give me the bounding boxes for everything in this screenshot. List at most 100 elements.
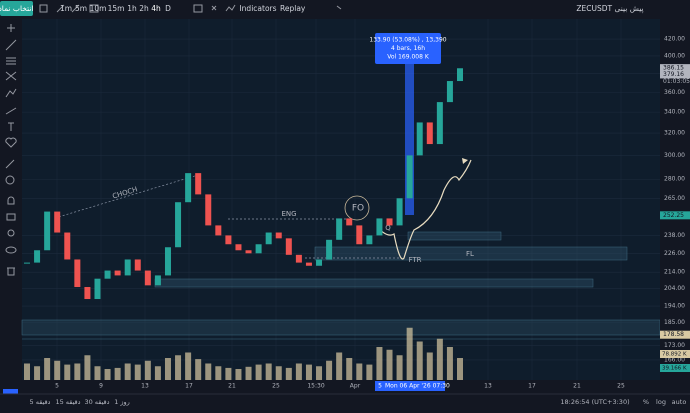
x-tick-label: 17 — [185, 383, 193, 390]
volume-bar — [84, 355, 91, 380]
price-tag-label: 252.25 — [663, 212, 684, 219]
x-tick-label: 17 — [528, 383, 536, 390]
volume-tag — [660, 364, 690, 372]
y-tick-label: 173.00 — [664, 342, 685, 349]
replay[interactable]: Replay — [280, 4, 306, 13]
tool-icon[interactable] — [6, 213, 16, 221]
log[interactable]: log — [656, 398, 666, 406]
y-tick-label: 166.00 — [664, 356, 685, 363]
volume-bar — [426, 352, 433, 380]
measure-bars: 4 bars, 16h — [391, 45, 425, 52]
tool-icon[interactable] — [7, 196, 15, 205]
price-tag-label: 379.16 — [663, 71, 684, 78]
tool-icon[interactable] — [7, 229, 15, 237]
symbol-button[interactable] — [0, 1, 33, 16]
interval[interactable]: 15m — [108, 4, 125, 13]
volume-bar — [44, 358, 51, 380]
x-tick-label: 9 — [99, 383, 103, 390]
choch-line — [54, 174, 199, 219]
x-tick-label: 13 — [484, 383, 492, 390]
countdown: 01:03:05 — [663, 78, 690, 85]
auto[interactable]: auto — [672, 398, 687, 406]
x-tick-label: 21 — [228, 383, 236, 390]
zone — [314, 246, 628, 261]
tool-icon[interactable] — [5, 39, 17, 51]
price-axis — [660, 19, 690, 380]
volume-bar — [265, 363, 272, 380]
volume-bar — [164, 358, 171, 380]
tool-icon[interactable] — [7, 267, 15, 276]
interval[interactable]: 4h — [151, 4, 161, 13]
tool-icon[interactable] — [5, 175, 15, 185]
indicators[interactable]: Indicators — [239, 4, 276, 13]
status-bar — [0, 394, 690, 409]
icon[interactable] — [225, 4, 236, 12]
volume-bar — [295, 363, 302, 380]
candle — [376, 218, 383, 236]
volume-bar — [94, 366, 101, 380]
candle — [295, 254, 302, 263]
tool-icon[interactable] — [8, 122, 14, 131]
interval[interactable]: 1m — [60, 4, 72, 13]
toolbar-bg — [0, 0, 690, 18]
status-interval[interactable]: 1 روز — [114, 398, 130, 406]
candle — [195, 173, 202, 195]
tool-icon[interactable] — [5, 159, 15, 169]
icon[interactable] — [56, 4, 65, 13]
status-interval[interactable]: 15 دقیقه — [55, 398, 80, 406]
crosshair-day: 5 — [378, 383, 382, 390]
candle — [24, 262, 30, 264]
volume-bar — [185, 352, 192, 380]
tool-icon[interactable] — [5, 246, 17, 254]
icon[interactable] — [193, 4, 203, 13]
icon[interactable] — [39, 4, 48, 13]
symbol-button-label[interactable]: انتخاب نماد — [0, 4, 34, 13]
status-interval[interactable]: 5 دقیقه — [30, 398, 51, 406]
y-tick-label: 238.00 — [664, 232, 685, 239]
volume-tag-label: 78.892 K — [662, 352, 687, 358]
y-tick-label: 340.00 — [664, 109, 685, 116]
interval[interactable]: 1h — [127, 4, 137, 13]
icon[interactable] — [71, 4, 80, 13]
volume-tag — [660, 350, 690, 358]
status-interval[interactable]: 30 دقیقه — [84, 398, 109, 406]
tool-icon[interactable] — [5, 88, 17, 98]
axis: 420.00400.00380.00360.00340.00320.00300.… — [55, 36, 690, 391]
projection-path — [377, 159, 472, 260]
icon[interactable] — [89, 4, 99, 13]
percent[interactable]: % — [643, 398, 649, 406]
volume-bar — [275, 366, 282, 380]
candle — [416, 122, 423, 156]
interval[interactable]: D — [165, 4, 171, 13]
candle — [245, 250, 252, 254]
interval[interactable]: 5m — [75, 4, 87, 13]
tool-icon[interactable] — [6, 57, 16, 65]
tool-icon[interactable] — [5, 107, 17, 115]
y-tick-label: 226.00 — [664, 250, 685, 257]
volume-bar — [285, 367, 292, 380]
volume-bar — [215, 366, 222, 380]
tool-icon[interactable] — [7, 24, 15, 32]
x-tick-label: 15:30 — [307, 383, 324, 390]
icon[interactable] — [336, 5, 342, 10]
volume-bar — [255, 364, 262, 380]
volume-bar — [305, 364, 312, 380]
icon[interactable] — [211, 5, 217, 11]
volume-bar — [457, 358, 463, 380]
candle — [205, 194, 212, 226]
interval[interactable]: 2h — [139, 4, 149, 13]
series — [24, 68, 463, 380]
measure-change: 133.90 (53.08%) , 13,390 — [369, 37, 446, 44]
projection-arrow — [462, 158, 468, 164]
volume-bar — [54, 360, 61, 380]
tool-icon[interactable] — [5, 71, 17, 81]
candle — [215, 225, 222, 236]
interval[interactable]: 10m — [90, 4, 107, 13]
volume-bar — [205, 363, 212, 380]
volume-bar — [416, 341, 423, 380]
tool-icon[interactable] — [5, 137, 17, 148]
price-tag-label: 178.58 — [663, 331, 684, 338]
crosshair-label: Mon 06 Apr '26 07:30 — [385, 383, 450, 390]
